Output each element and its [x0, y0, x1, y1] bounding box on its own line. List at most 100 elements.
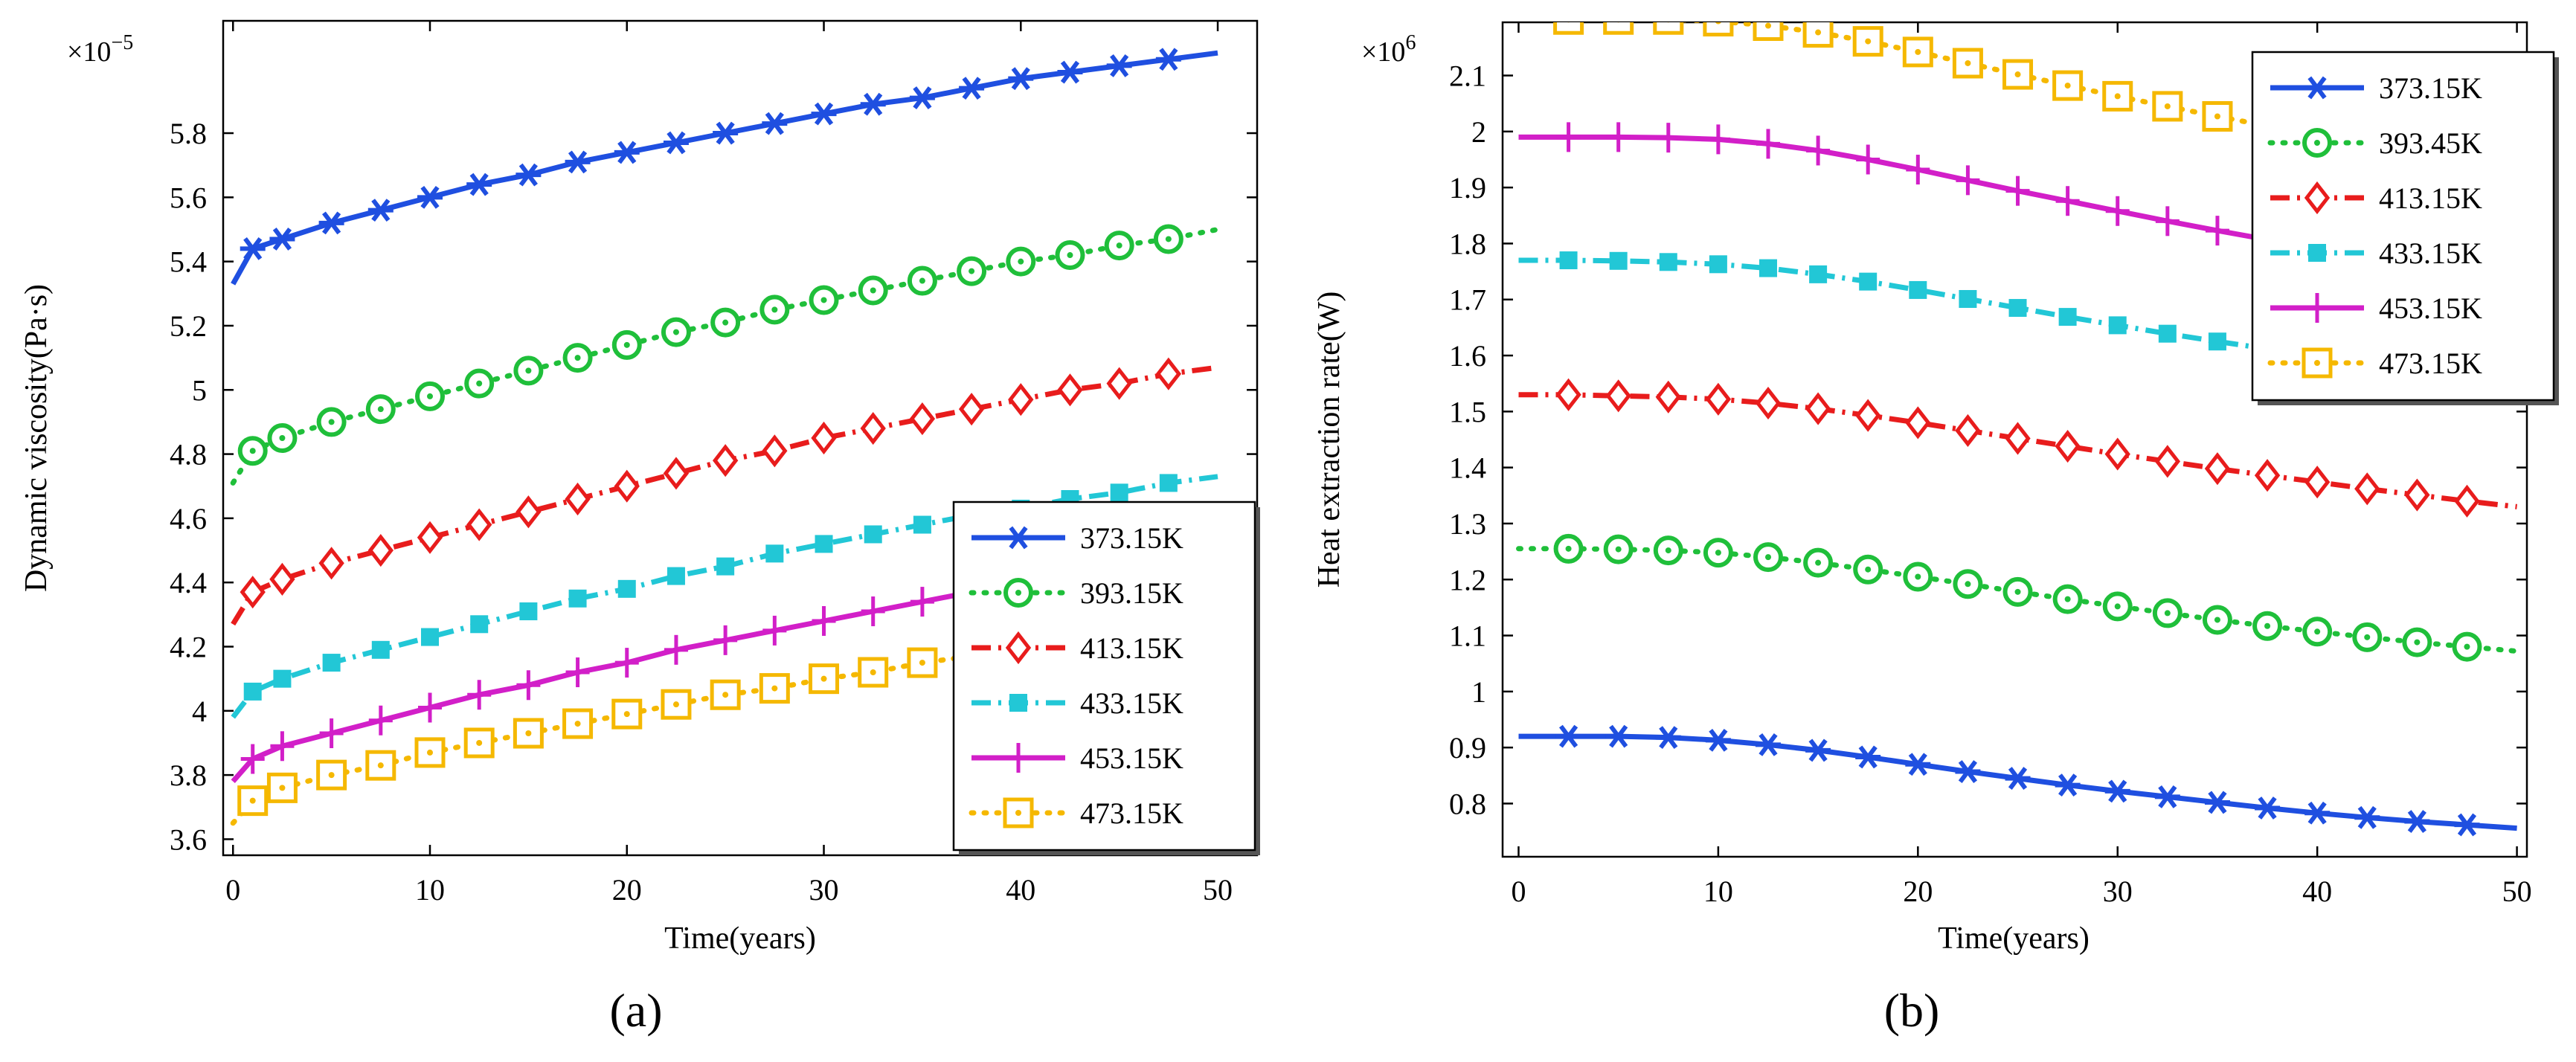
- panel-a-data-point: [611, 698, 643, 730]
- panel-a-x-tick-label: 30: [809, 873, 839, 907]
- panel-a-data-point: [664, 634, 688, 665]
- panel-a-legend-entry: 473.15K: [969, 796, 1183, 830]
- panel-a-legend-entry: 433.15K: [971, 686, 1183, 720]
- panel-a-y-tick-label: 5: [192, 373, 207, 407]
- panel-a-series-line: [231, 474, 1218, 719]
- panel-a-data-point: [1006, 246, 1036, 277]
- panel-b-legend-label: 453.15K: [2379, 292, 2482, 325]
- panel-a-data-point: [617, 579, 636, 598]
- panel-b-legend-entry: 453.15K: [2270, 292, 2482, 325]
- panel-a-y-tick-label: 4: [192, 695, 207, 728]
- panel-b-data-point: [2008, 299, 2027, 318]
- panel-a-data-point: [614, 469, 640, 503]
- panel-b-data-point: [2354, 805, 2380, 829]
- panel-b-data-point: [1802, 22, 1834, 48]
- panel-a-data-point: [565, 657, 590, 688]
- panel-b-data-point: [2252, 611, 2283, 641]
- panel-b-data-point: [2005, 176, 2030, 206]
- panel-b-data-point: [2108, 316, 2127, 335]
- panel-a-y-tick-label: 3.6: [170, 823, 207, 856]
- panel-b-legend-marker: [2302, 347, 2333, 379]
- panel-b-y-tick-label: 1.3: [1449, 507, 1486, 541]
- panel-a-data-point: [909, 86, 935, 109]
- panel-a-data-point: [716, 557, 735, 576]
- panel-a-data-point: [765, 544, 784, 563]
- panel-b-heat-extraction-chart: 0 10 20 30 40 50 0.8 0.9 1 1.1 1.2 1.3 1.4 1.5 1.6 1.7…: [1312, 21, 2559, 1037]
- panel-b-data-point: [1905, 406, 1931, 440]
- panel-a-data-point: [713, 625, 738, 655]
- panel-b-data-point: [2002, 576, 2033, 607]
- panel-b-data-point: [2055, 429, 2081, 463]
- panel-b-y-tick-label: 1: [1471, 675, 1486, 709]
- panel-b-data-point: [2102, 80, 2133, 112]
- panel-a-data-point: [562, 343, 593, 373]
- panel-a-series-line: [231, 364, 1218, 626]
- panel-a-data-point: [1155, 357, 1182, 390]
- panel-a-data-point: [365, 394, 396, 425]
- panel-a-data-point: [513, 718, 544, 749]
- panel-b-data-point: [1756, 733, 1781, 756]
- panel-b-legend-marker: [2308, 244, 2326, 262]
- panel-b-series-group: [1516, 22, 2520, 837]
- panel-a-y-tick-label: 5.8: [170, 117, 207, 150]
- panel-a-legend-entry: 413.15K: [971, 631, 1183, 665]
- panel-a-data-point: [957, 256, 987, 286]
- panel-a-data-point: [1055, 240, 1085, 271]
- panel-a-data-point: [958, 393, 985, 426]
- panel-b-data-point: [2152, 91, 2183, 122]
- panel-b-y-ticks: 0.8 0.9 1 1.1 1.2 1.3 1.4 1.5 1.6 1.7 1.8 1.9 2 2.1: [1449, 59, 2527, 820]
- panel-a-series-373.15K: [231, 48, 1218, 286]
- panel-b-data-point: [1955, 760, 1981, 783]
- panel-a-data-point: [858, 657, 889, 688]
- panel-b-subfigure-label: (b): [1884, 984, 1940, 1037]
- panel-b-data-point: [1856, 144, 1880, 175]
- panel-b-legend: 373.15K 393.45K 413.15K 433.15K 453.15K 473.1…: [2251, 51, 2559, 405]
- panel-a-data-point: [269, 562, 295, 596]
- panel-b-data-point: [1603, 22, 1634, 35]
- panel-b-y-tick-label: 1.4: [1449, 451, 1486, 485]
- panel-a-y-tick-label: 5.2: [170, 309, 207, 343]
- panel-a-data-point: [811, 102, 837, 126]
- panel-b-data-point: [1656, 123, 1680, 153]
- panel-b-y-tick-label: 1.1: [1449, 620, 1486, 653]
- panel-a-data-point: [913, 515, 931, 534]
- panel-a-legend-marker: [1003, 797, 1034, 828]
- panel-a-data-point: [611, 329, 642, 360]
- panel-a-data-point: [661, 317, 691, 347]
- panel-a-data-point: [516, 670, 541, 701]
- panel-a-legend-entry: 393.15K: [969, 576, 1183, 610]
- panel-b-legend-label: 413.15K: [2379, 181, 2482, 215]
- panel-b-data-point: [1805, 392, 1831, 425]
- panel-b-data-point: [2452, 631, 2482, 662]
- panel-b-data-point: [2104, 779, 2130, 803]
- panel-a-data-point: [759, 673, 790, 704]
- panel-a-data-point: [667, 567, 685, 585]
- panel-b-data-point: [2105, 196, 2130, 226]
- panel-a-legend-label: 433.15K: [1080, 686, 1183, 720]
- panel-a-x-tick-label: 0: [225, 873, 240, 907]
- panel-a-data-point: [273, 669, 292, 688]
- panel-b-data-point: [1555, 378, 1581, 411]
- panel-a-data-point: [860, 92, 886, 116]
- panel-b-data-point: [2352, 622, 2383, 652]
- panel-a-x-tick-label: 20: [612, 873, 642, 907]
- panel-b-data-point: [2255, 796, 2281, 820]
- panel-b-data-point: [2158, 324, 2177, 343]
- panel-a-data-point: [371, 640, 390, 659]
- panel-b-y-tick-label: 1.6: [1449, 339, 1486, 373]
- panel-b-y-multiplier: ×106: [1361, 31, 1416, 68]
- panel-a-data-point: [322, 654, 341, 672]
- panel-a-data-point: [318, 547, 344, 580]
- panel-b-data-point: [2104, 437, 2130, 471]
- panel-b-data-point: [2204, 791, 2230, 814]
- panel-b-data-point: [2055, 186, 2080, 216]
- panel-b-data-point: [1809, 265, 1828, 283]
- panel-a-data-point: [812, 605, 836, 636]
- panel-a-data-point: [1104, 231, 1134, 261]
- panel-a-data-point: [815, 535, 833, 553]
- panel-a-data-point: [1153, 224, 1183, 254]
- panel-b-data-point: [1909, 280, 1927, 299]
- panel-b-data-point: [1753, 542, 1783, 573]
- panel-b-data-point: [1953, 569, 1983, 599]
- panel-b-data-point: [1706, 124, 1730, 155]
